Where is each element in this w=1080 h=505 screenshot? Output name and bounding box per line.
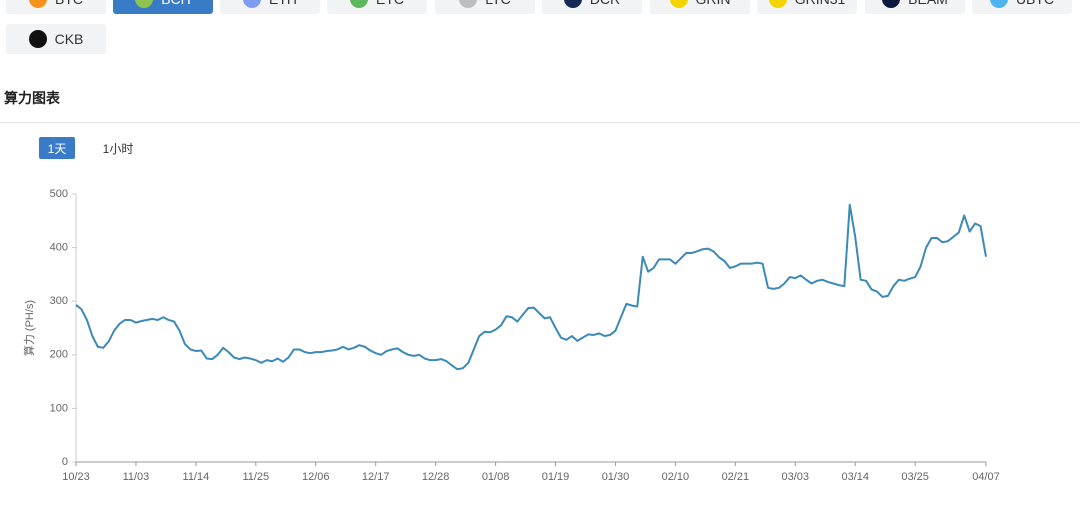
coin-label: BEAM bbox=[908, 0, 948, 7]
y-tick-label: 0 bbox=[62, 456, 68, 468]
coin-label: BCH bbox=[161, 0, 191, 7]
coin-tab[interactable]: GRIN bbox=[650, 0, 750, 14]
y-axis-label: 算力 (PH/s) bbox=[22, 300, 36, 356]
coin-tab[interactable]: BEAM bbox=[865, 0, 965, 14]
coin-tab[interactable]: ETH bbox=[220, 0, 320, 14]
coin-tab[interactable]: DCR bbox=[542, 0, 642, 14]
x-tick-label: 11/14 bbox=[183, 471, 210, 483]
coin-tab[interactable]: ETC bbox=[327, 0, 427, 14]
coin-tab[interactable]: UBTC bbox=[972, 0, 1072, 14]
coin-icon bbox=[28, 30, 47, 48]
x-tick-label: 12/17 bbox=[362, 471, 390, 483]
coin-icon bbox=[135, 0, 154, 8]
x-tick-label: 12/06 bbox=[302, 471, 330, 483]
x-tick-label: 03/14 bbox=[841, 471, 869, 483]
coin-label: CKB bbox=[54, 31, 84, 47]
y-tick-label: 200 bbox=[50, 349, 68, 361]
y-tick-label: 300 bbox=[50, 295, 68, 307]
coin-tab[interactable]: CKB bbox=[6, 24, 106, 54]
x-tick-label: 11/25 bbox=[242, 471, 269, 483]
coin-icon bbox=[243, 0, 261, 8]
x-tick-label: 04/07 bbox=[972, 471, 1000, 483]
y-tick-label: 500 bbox=[50, 188, 68, 200]
x-tick-label: 03/25 bbox=[901, 471, 929, 483]
coin-tab[interactable]: BCH bbox=[113, 0, 213, 14]
coin-label: LTC bbox=[485, 0, 510, 7]
coin-label: ETH bbox=[269, 0, 297, 7]
x-tick-label: 12/28 bbox=[422, 471, 450, 483]
coin-label: BTC bbox=[55, 0, 83, 7]
coin-label: ETC bbox=[376, 0, 404, 7]
coin-label: DCR bbox=[590, 0, 620, 7]
coin-icon bbox=[669, 0, 688, 8]
coin-tab[interactable]: GRIN31 bbox=[757, 0, 857, 14]
y-tick-label: 100 bbox=[50, 402, 68, 414]
range-tab[interactable]: 1天 bbox=[39, 137, 75, 159]
y-tick-label: 400 bbox=[50, 242, 68, 254]
x-tick-label: 11/03 bbox=[123, 471, 150, 483]
section-title: 算力图表 bbox=[4, 90, 60, 106]
x-tick-label: 02/21 bbox=[722, 471, 750, 483]
coin-tab[interactable]: BTC bbox=[6, 0, 106, 14]
x-tick-label: 01/08 bbox=[482, 471, 510, 483]
x-tick-label: 03/03 bbox=[782, 471, 810, 483]
x-tick-label: 01/30 bbox=[602, 471, 630, 483]
range-tab[interactable]: 1小时 bbox=[102, 141, 134, 156]
coin-icon bbox=[882, 0, 901, 8]
coin-icon bbox=[350, 0, 368, 8]
coin-label: GRIN31 bbox=[795, 0, 846, 7]
coin-icon bbox=[768, 0, 787, 8]
divider bbox=[0, 122, 1080, 123]
coin-label: UBTC bbox=[1016, 0, 1054, 7]
x-tick-label: 01/19 bbox=[542, 471, 570, 483]
x-tick-label: 10/23 bbox=[62, 471, 90, 483]
x-tick-label: 02/10 bbox=[662, 471, 690, 483]
data-line bbox=[75, 203, 987, 371]
coin-icon bbox=[989, 0, 1008, 8]
coin-label: GRIN bbox=[696, 0, 731, 7]
coin-icon bbox=[459, 0, 478, 8]
coin-icon bbox=[29, 0, 47, 8]
coin-tab[interactable]: LTC bbox=[435, 0, 535, 14]
coin-icon bbox=[563, 0, 582, 8]
